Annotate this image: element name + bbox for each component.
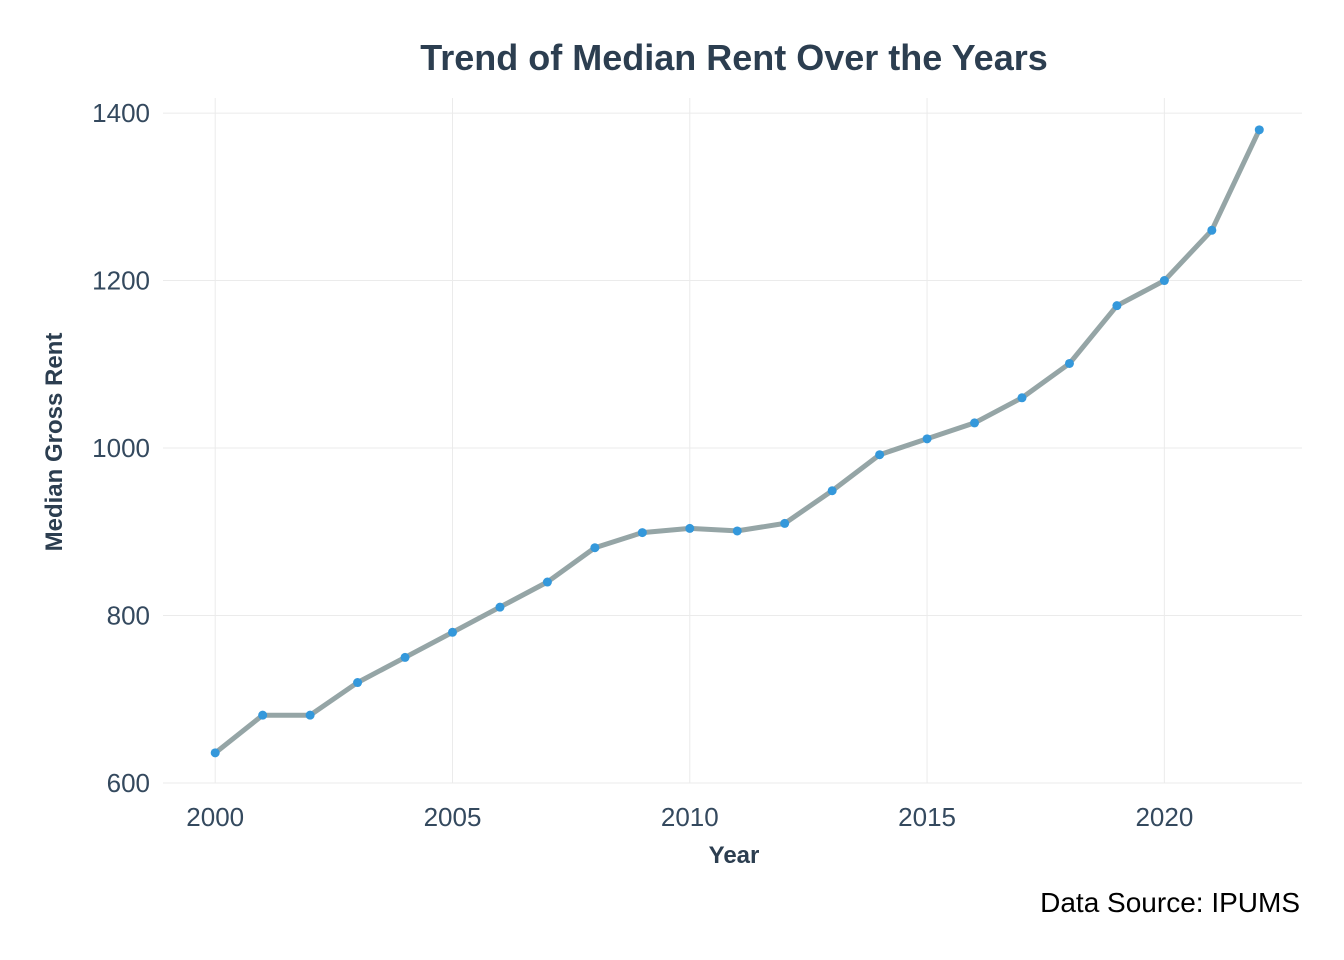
- data-point: [875, 450, 885, 460]
- data-point: [970, 418, 980, 428]
- data-point: [1064, 358, 1074, 368]
- data-point: [780, 518, 790, 528]
- y-tick-label: 800: [107, 601, 150, 631]
- data-point: [258, 710, 268, 720]
- data-points: [210, 125, 1264, 758]
- series-line: [212, 127, 1262, 756]
- data-point: [400, 652, 410, 662]
- data-point: [1112, 301, 1122, 311]
- data-point: [353, 678, 363, 688]
- data-point: [732, 526, 742, 536]
- x-tick-label: 2020: [1135, 802, 1193, 832]
- x-tick-label: 2015: [898, 802, 956, 832]
- y-tick-label: 600: [107, 768, 150, 798]
- data-point: [305, 710, 315, 720]
- x-axis-title: Year: [709, 842, 760, 869]
- data-point: [495, 602, 505, 612]
- data-point: [685, 523, 695, 533]
- y-tick-label: 1200: [92, 266, 150, 296]
- series-line-layer: [212, 127, 1262, 756]
- gridlines: [163, 98, 1302, 784]
- x-tick-label: 2000: [186, 802, 244, 832]
- data-point: [637, 528, 647, 538]
- data-point: [210, 748, 220, 758]
- y-axis-title: Median Gross Rent: [41, 333, 68, 552]
- data-point: [922, 434, 932, 444]
- data-point: [1254, 125, 1264, 135]
- x-tick-label: 2010: [661, 802, 719, 832]
- data-point: [542, 577, 552, 587]
- y-tick-label: 1000: [92, 433, 150, 463]
- x-tick-label: 2005: [424, 802, 482, 832]
- chart-title: Trend of Median Rent Over the Years: [420, 37, 1048, 78]
- data-point: [590, 543, 600, 553]
- data-point: [827, 486, 837, 496]
- x-axis-ticks: 2000 2005 2010 2015 2020: [186, 802, 1193, 832]
- y-axis-ticks: 600 800 1000 1200 1400: [92, 98, 150, 798]
- data-point: [1207, 225, 1217, 235]
- data-point: [1159, 276, 1169, 286]
- data-point: [1017, 393, 1027, 403]
- y-tick-label: 1400: [92, 98, 150, 128]
- data-source-caption: Data Source: IPUMS: [1040, 887, 1300, 918]
- data-point: [447, 627, 457, 637]
